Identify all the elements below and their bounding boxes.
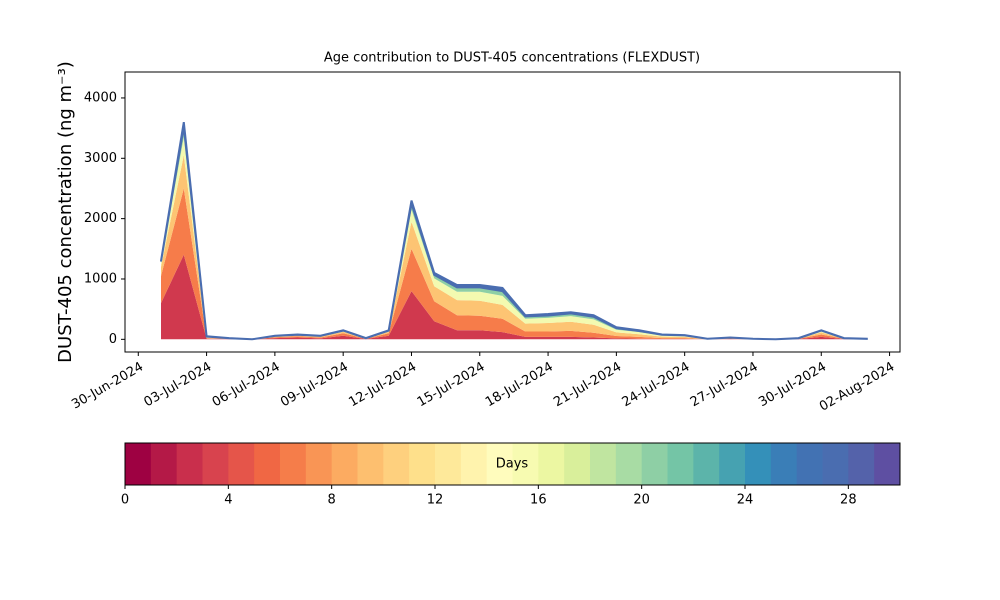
colorbar-cell: [280, 443, 307, 485]
plot-frame: [124, 71, 901, 353]
area: [160, 121, 868, 341]
colorbar-cell: [254, 443, 281, 485]
x-tick-label: 03-Jul-2024: [142, 360, 215, 411]
chart-title: Age contribution to DUST-405 concentrati…: [324, 51, 700, 66]
y-tick-label: 0: [109, 332, 117, 347]
y-tick-label: 2000: [84, 211, 117, 226]
y-tick-label: 1000: [84, 271, 117, 286]
colorbar-cell: [383, 443, 410, 485]
colorbar-cell: [305, 443, 333, 485]
colorbar-cell: [331, 443, 358, 485]
colorbar-cell: [667, 443, 694, 485]
colorbar-cell: [357, 443, 384, 485]
colorbar-cell: [564, 443, 591, 485]
y-axis-label: DUST-405 concentration (ng m⁻³): [55, 61, 76, 363]
colorbar-cell: [848, 443, 875, 485]
colorbar-cell: [770, 443, 798, 485]
colorbar-tick-label: 20: [633, 493, 650, 508]
colorbar-cell: [460, 443, 488, 485]
colorbar-cell: [641, 443, 668, 485]
x-tick-label: 15-Jul-2024: [415, 360, 488, 411]
colorbar-cell: [125, 443, 152, 485]
x-tick-label: 18-Jul-2024: [483, 360, 556, 411]
colorbar-cell: [874, 443, 901, 485]
colorbar-cell: [176, 443, 203, 485]
colorbar-cell: [435, 443, 462, 485]
colorbar-tick-label: 28: [840, 493, 857, 508]
y-tick-label: 3000: [84, 151, 117, 166]
colorbar-tick-label: 4: [224, 493, 232, 508]
colorbar-cell: [512, 443, 539, 485]
colorbar-cell: [590, 443, 617, 485]
x-tick-label: 30-Jun-2024: [69, 360, 146, 413]
colorbar-label: Days: [496, 457, 529, 472]
x-tick-label: 21-Jul-2024: [551, 360, 624, 411]
x-tick-label: 27-Jul-2024: [688, 360, 761, 411]
y-tick-label: 4000: [84, 90, 117, 105]
colorbar-cell: [409, 443, 436, 485]
colorbar-cell: [538, 443, 565, 485]
x-tick-label: 06-Jul-2024: [210, 360, 283, 411]
colorbar-tick-label: 24: [737, 493, 754, 508]
colorbar-cell: [693, 443, 720, 485]
colorbar-tick-label: 12: [427, 493, 444, 508]
x-tick-label: 09-Jul-2024: [278, 360, 351, 411]
colorbar-cell: [615, 443, 643, 485]
colorbar-tick-label: 0: [121, 493, 129, 508]
colorbar-cell: [486, 443, 513, 485]
colorbar-cell: [202, 443, 229, 485]
colorbar-frame: [124, 442, 901, 486]
colorbar-cell: [796, 443, 823, 485]
x-tick-label: 12-Jul-2024: [346, 360, 419, 411]
x-tick-label: 24-Jul-2024: [620, 360, 693, 411]
x-tick-label: 02-Aug-2024: [817, 360, 897, 415]
colorbar-cell: [745, 443, 772, 485]
colorbar-cell: [150, 443, 178, 485]
colorbar-tick-label: 8: [328, 493, 336, 508]
area: [161, 137, 867, 340]
colorbar-cell: [228, 443, 255, 485]
colorbar-cell: [719, 443, 746, 485]
colorbar-cell: [822, 443, 849, 485]
colorbar-tick-label: 16: [530, 493, 547, 508]
